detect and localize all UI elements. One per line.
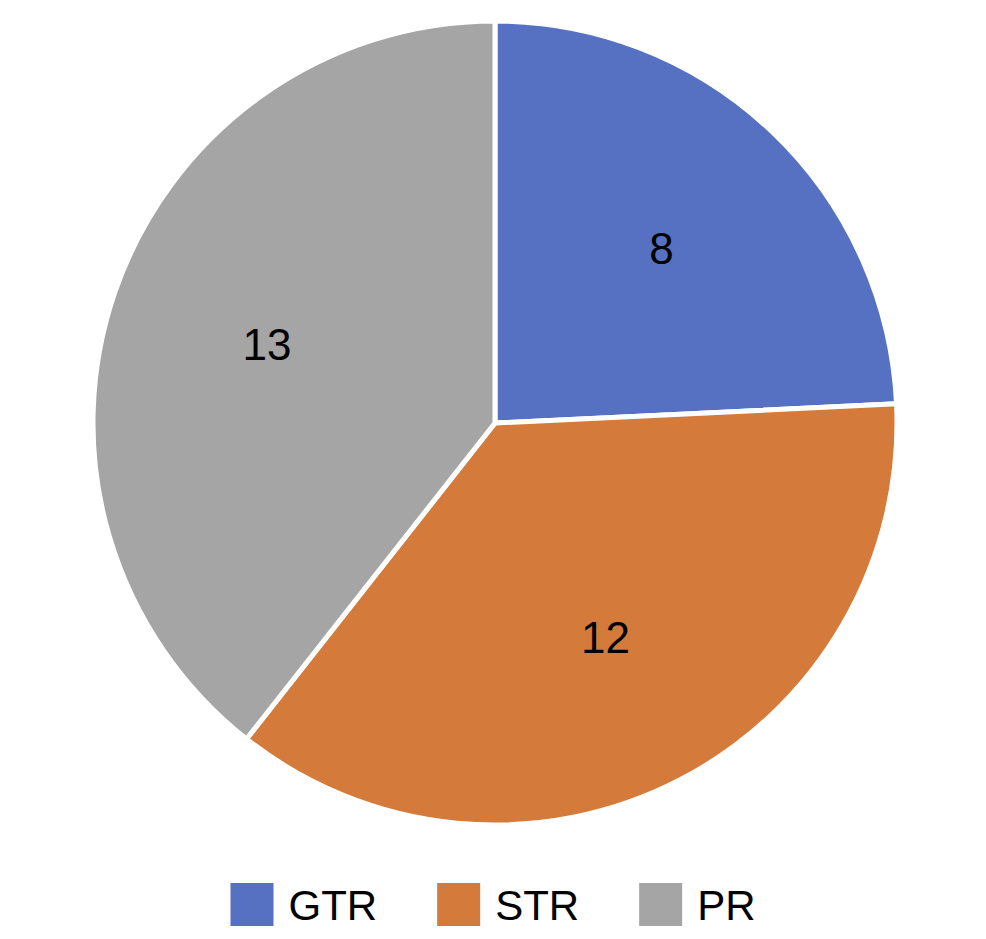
legend-swatch bbox=[437, 883, 480, 926]
data-label: 8 bbox=[649, 224, 673, 273]
legend-swatch bbox=[639, 883, 682, 926]
legend-label: GTR bbox=[288, 882, 377, 929]
legend-label: PR bbox=[697, 882, 755, 929]
pie bbox=[93, 21, 897, 825]
legend-item: PR bbox=[639, 882, 755, 929]
legend-item: STR bbox=[437, 882, 579, 929]
pie-slice bbox=[93, 21, 495, 739]
pie-slice bbox=[495, 21, 897, 423]
legend: GTR STR PR bbox=[230, 882, 755, 929]
data-label: 12 bbox=[581, 613, 630, 662]
legend-item: GTR bbox=[230, 882, 377, 929]
chart: 8 12 13 GTR STR PR bbox=[0, 0, 986, 939]
data-labels: 8 12 13 bbox=[243, 224, 674, 662]
legend-swatch bbox=[230, 883, 273, 926]
legend-label: STR bbox=[495, 882, 579, 929]
data-label: 13 bbox=[243, 320, 292, 369]
